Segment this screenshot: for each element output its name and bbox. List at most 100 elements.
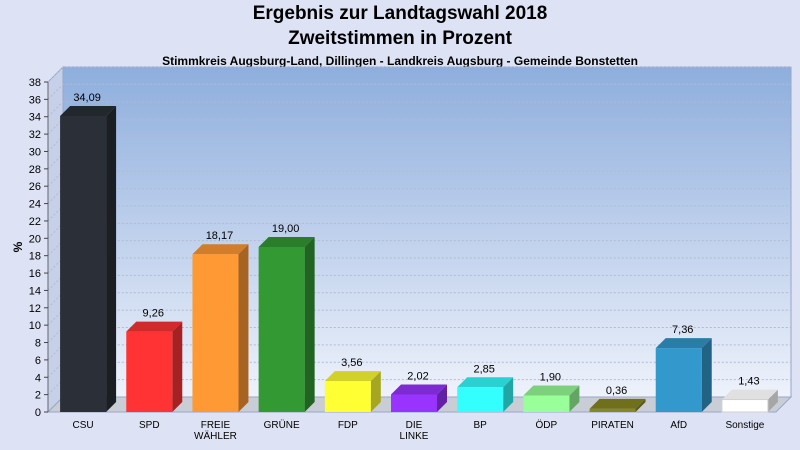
bar-value-label: 1,43 bbox=[738, 376, 759, 388]
y-tick-label: 10 bbox=[29, 320, 41, 332]
x-tick-label-line: DIE bbox=[406, 420, 423, 431]
bar-side bbox=[503, 377, 514, 412]
x-tick-label: FDP bbox=[338, 420, 358, 431]
x-tick-label: Sonstige bbox=[725, 420, 764, 431]
bar-top bbox=[126, 321, 183, 332]
y-tick-label: 2 bbox=[35, 390, 41, 402]
bar: 0,36 bbox=[589, 385, 646, 412]
x-tick-label-line: ÖDP bbox=[536, 419, 558, 431]
x-tick-label: GRÜNE bbox=[264, 419, 300, 431]
y-tick-label: 38 bbox=[29, 77, 41, 89]
y-tick-label: 12 bbox=[29, 303, 41, 315]
y-tick-label: 16 bbox=[29, 268, 41, 280]
bar-front bbox=[589, 408, 636, 412]
bar: 7,36 bbox=[655, 324, 712, 412]
bar: 9,26 bbox=[126, 308, 183, 412]
bars: 34,09 9,26 18,17 19,00 3,56 2,02 2,85 1,90 0,36 7… bbox=[60, 92, 778, 413]
bar-top bbox=[324, 371, 381, 382]
x-tick-label: DIE LINKE bbox=[400, 420, 429, 442]
y-tick-label: 30 bbox=[29, 146, 41, 158]
bar-value-label: 0,36 bbox=[606, 385, 627, 397]
x-tick-label-line: AfD bbox=[670, 420, 687, 431]
bar-front bbox=[192, 254, 239, 412]
x-axis: CSU SPD FREIE WÄHLER GRÜNE FDP DIE LINKE BP ÖDP PI… bbox=[73, 419, 765, 442]
y-tick-label: 8 bbox=[35, 338, 41, 350]
x-tick-label-line: FREIE bbox=[201, 420, 231, 431]
y-tick-label: 26 bbox=[29, 181, 41, 193]
y-tick-label: 34 bbox=[29, 112, 41, 124]
y-tick-label: 28 bbox=[29, 164, 41, 176]
y-tick-label: 18 bbox=[29, 251, 41, 263]
y-tick-label: 32 bbox=[29, 129, 41, 141]
bar-top bbox=[589, 398, 646, 409]
bar-value-label: 2,85 bbox=[473, 363, 494, 375]
bar-value-label: 2,02 bbox=[407, 370, 428, 382]
x-tick-label: AfD bbox=[670, 420, 687, 431]
y-tick-label: 36 bbox=[29, 94, 41, 106]
x-tick-label-line: Sonstige bbox=[725, 420, 764, 431]
y-tick-label: 24 bbox=[29, 199, 41, 211]
bar-top bbox=[258, 237, 315, 247]
chart-location: Stimmkreis Augsburg-Land, Dillingen - La… bbox=[162, 54, 638, 68]
bar-top bbox=[391, 384, 447, 395]
bar-side bbox=[635, 398, 646, 412]
bar-side bbox=[238, 244, 249, 412]
x-tick-label: ÖDP bbox=[536, 419, 558, 431]
bar-value-label: 1,90 bbox=[540, 372, 561, 384]
y-tick-label: 0 bbox=[35, 407, 41, 419]
bar-top bbox=[192, 244, 249, 255]
y-tick-label: 22 bbox=[29, 216, 41, 228]
bar-front bbox=[721, 399, 769, 413]
x-tick-label-line: SPD bbox=[139, 420, 160, 431]
bar-value-label: 9,26 bbox=[143, 308, 164, 320]
y-axis-label: % bbox=[11, 241, 25, 252]
x-tick-label-line: BP bbox=[474, 420, 488, 431]
bar-front bbox=[126, 331, 173, 412]
bar-side bbox=[701, 338, 712, 412]
y-tick-label: 4 bbox=[35, 372, 41, 384]
bar-side bbox=[767, 389, 778, 412]
x-tick-label: CSU bbox=[73, 420, 94, 431]
chart-subtitle: Zweitstimmen in Prozent bbox=[288, 28, 512, 49]
bar-side bbox=[106, 105, 117, 412]
bar: 1,43 bbox=[721, 376, 778, 413]
x-tick-label: FREIE WÄHLER bbox=[194, 420, 237, 442]
bar: 34,09 bbox=[60, 92, 117, 412]
bar-front bbox=[391, 394, 437, 412]
y-tick-label: 14 bbox=[29, 285, 41, 297]
bar: 18,17 bbox=[192, 230, 249, 412]
bar-front bbox=[324, 381, 371, 412]
bar-side bbox=[569, 385, 580, 412]
grid-line bbox=[47, 66, 791, 83]
chart-title: Ergebnis zur Landtagswahl 2018 bbox=[252, 3, 548, 24]
bar-side bbox=[370, 371, 381, 412]
x-tick-label-line: LINKE bbox=[400, 431, 429, 442]
bar-value-label: 34,09 bbox=[73, 92, 101, 104]
y-tick-label: 6 bbox=[35, 355, 41, 367]
bar-value-label: 7,36 bbox=[672, 324, 693, 336]
bar: 2,85 bbox=[457, 363, 514, 412]
bar-top bbox=[523, 385, 580, 396]
bar-front bbox=[655, 348, 702, 412]
bar-top bbox=[721, 389, 778, 400]
grid-line bbox=[47, 101, 791, 118]
bar-front bbox=[258, 247, 305, 412]
grid-line bbox=[47, 83, 791, 100]
bar-value-label: 19,00 bbox=[272, 223, 300, 235]
bar-side bbox=[172, 321, 183, 412]
bar: 2,02 bbox=[391, 370, 447, 412]
bar-top bbox=[457, 377, 514, 388]
bar-value-label: 3,56 bbox=[341, 357, 362, 369]
bar-front bbox=[60, 115, 107, 412]
bar-side bbox=[304, 237, 315, 412]
x-tick-label-line: PIRATEN bbox=[591, 420, 634, 431]
x-tick-label: PIRATEN bbox=[591, 420, 634, 431]
bar: 3,56 bbox=[324, 357, 381, 412]
bar: 1,90 bbox=[523, 372, 580, 412]
y-tick-label: 20 bbox=[29, 233, 41, 245]
bar-side bbox=[437, 384, 447, 412]
x-tick-label-line: GRÜNE bbox=[264, 419, 300, 431]
x-tick-label: SPD bbox=[139, 420, 160, 431]
